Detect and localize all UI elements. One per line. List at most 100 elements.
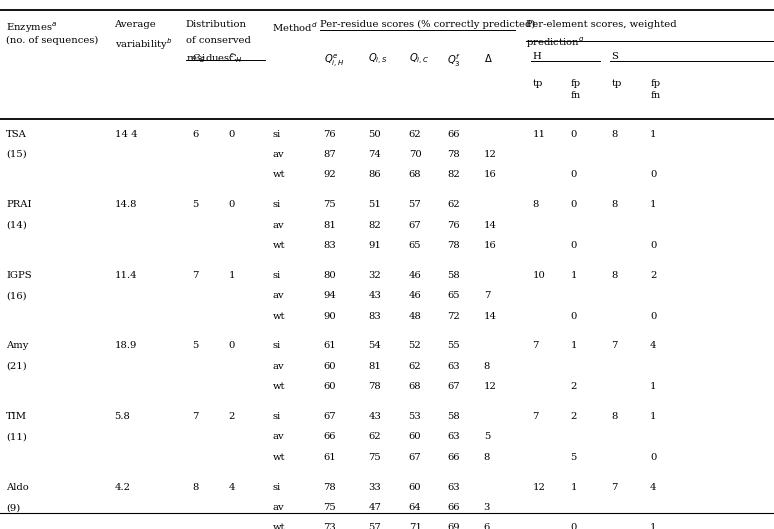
Text: av: av [272,291,284,300]
Text: 11.4: 11.4 [115,271,137,280]
Text: 58: 58 [447,412,460,421]
Text: 67: 67 [447,382,460,391]
Text: wt: wt [272,523,285,529]
Text: 69: 69 [447,523,460,529]
Text: fn: fn [570,91,580,100]
Text: 47: 47 [368,503,382,512]
Text: 70: 70 [409,150,421,159]
Text: 46: 46 [409,271,421,280]
Text: 60: 60 [324,382,336,391]
Text: 10: 10 [533,271,546,280]
Text: 81: 81 [368,362,382,371]
Text: 1: 1 [228,271,235,280]
Text: TIM: TIM [6,412,27,421]
Text: 1: 1 [570,482,577,492]
Text: 43: 43 [368,291,382,300]
Text: 5: 5 [192,200,198,209]
Text: tp: tp [533,79,543,88]
Text: 5: 5 [570,453,577,462]
Text: 14 4: 14 4 [115,130,137,139]
Text: 5: 5 [192,341,198,351]
Text: 33: 33 [368,482,381,492]
Text: 0: 0 [570,200,577,209]
Text: 16: 16 [484,241,496,250]
Text: 66: 66 [324,432,336,442]
Text: wt: wt [272,241,285,250]
Text: 91: 91 [368,241,382,250]
Text: (11): (11) [6,432,27,442]
Text: (21): (21) [6,362,27,371]
Text: si: si [272,200,281,209]
Text: 62: 62 [447,200,460,209]
Text: 2: 2 [650,271,656,280]
Text: 67: 67 [324,412,336,421]
Text: 12: 12 [533,482,546,492]
Text: TSA: TSA [6,130,27,139]
Text: Aldo: Aldo [6,482,29,492]
Text: Average: Average [115,20,156,29]
Text: 1: 1 [650,523,656,529]
Text: 66: 66 [447,453,460,462]
Text: 6: 6 [192,130,198,139]
Text: 1: 1 [650,412,656,421]
Text: 46: 46 [409,291,421,300]
Text: 61: 61 [324,341,336,351]
Text: 8: 8 [611,200,618,209]
Text: av: av [272,221,284,230]
Text: 8: 8 [533,200,539,209]
Text: 75: 75 [324,503,336,512]
Text: 14.8: 14.8 [115,200,137,209]
Text: tp: tp [611,79,622,88]
Text: 86: 86 [368,170,381,179]
Text: 0: 0 [650,241,656,250]
Text: 65: 65 [409,241,421,250]
Text: 32: 32 [368,271,381,280]
Text: of conserved: of conserved [186,36,251,45]
Text: 60: 60 [409,482,421,492]
Text: 8: 8 [484,453,490,462]
Text: variability$^b$: variability$^b$ [115,36,172,52]
Text: Method$^d$: Method$^d$ [272,20,318,34]
Text: av: av [272,150,284,159]
Text: si: si [272,130,281,139]
Text: 57: 57 [409,200,421,209]
Text: 0: 0 [570,523,577,529]
Text: 8: 8 [192,482,198,492]
Text: 0: 0 [650,170,656,179]
Text: 4: 4 [650,341,656,351]
Text: $Q^e_{i,H}$: $Q^e_{i,H}$ [324,52,344,69]
Text: 7: 7 [192,412,198,421]
Text: 80: 80 [324,271,336,280]
Text: 71: 71 [409,523,422,529]
Text: 12: 12 [484,150,497,159]
Text: 0: 0 [570,170,577,179]
Text: 67: 67 [409,453,421,462]
Text: wt: wt [272,453,285,462]
Text: 66: 66 [447,503,460,512]
Text: Enzymes$^a$: Enzymes$^a$ [6,20,57,34]
Text: 7: 7 [611,341,618,351]
Text: 2: 2 [570,412,577,421]
Text: 14: 14 [484,221,497,230]
Text: 81: 81 [324,221,337,230]
Text: fn: fn [650,91,660,100]
Text: (16): (16) [6,291,27,300]
Text: 18.9: 18.9 [115,341,137,351]
Text: 0: 0 [570,312,577,321]
Text: 68: 68 [409,170,421,179]
Text: 0: 0 [228,130,235,139]
Text: 82: 82 [447,170,460,179]
Text: 7: 7 [484,291,490,300]
Text: 94: 94 [324,291,337,300]
Text: si: si [272,412,281,421]
Text: 50: 50 [368,130,381,139]
Text: av: av [272,362,284,371]
Text: 0: 0 [228,341,235,351]
Text: 83: 83 [324,241,336,250]
Text: (15): (15) [6,150,27,159]
Text: 12: 12 [484,382,497,391]
Text: 55: 55 [447,341,460,351]
Text: 75: 75 [368,453,381,462]
Text: av: av [272,503,284,512]
Text: 78: 78 [324,482,336,492]
